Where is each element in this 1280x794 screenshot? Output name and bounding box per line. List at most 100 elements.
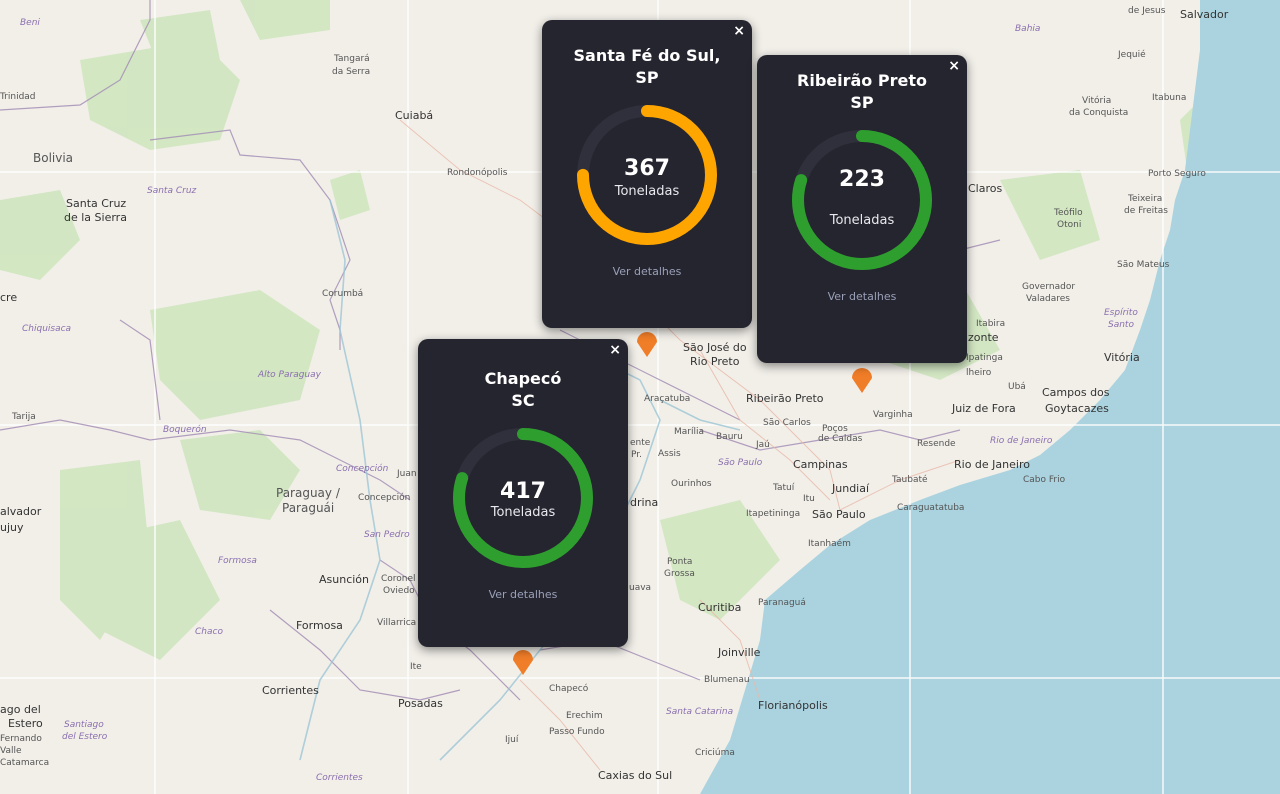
place-label: Itapetininga — [746, 509, 800, 519]
popup-chapeco: × Chapecó SC 417 Toneladas Ver detalhes — [418, 339, 628, 647]
place-label: São Mateus — [1117, 260, 1170, 270]
place-label: Resende — [917, 439, 956, 449]
place-label: Blumenau — [704, 675, 750, 685]
popup-unit: Toneladas — [614, 184, 680, 199]
popup-unit: Toneladas — [829, 213, 895, 228]
place-label: Estero — [8, 717, 43, 730]
place-label: Catamarca — [0, 758, 49, 768]
place-label: Rio Preto — [690, 355, 740, 368]
place-label: Grossa — [664, 569, 695, 579]
place-label: de Caldas — [818, 434, 863, 444]
place-label: lheiro — [966, 368, 992, 378]
popup-state: SP — [850, 93, 874, 112]
place-label: Villarrica — [377, 618, 416, 628]
place-label: Santiago — [64, 720, 104, 730]
place-label: Paranaguá — [758, 598, 806, 608]
place-label: Criciúma — [695, 748, 735, 758]
place-label: Concepción — [336, 463, 389, 474]
place-label: Tarija — [11, 412, 36, 422]
place-label: Ribeirão Preto — [746, 392, 824, 405]
place-label: alvador — [0, 505, 42, 518]
popup-title: Santa Fé do Sul, SP — [542, 45, 752, 89]
place-label: Poços — [822, 424, 848, 434]
place-label: Trinidad — [0, 92, 36, 102]
details-link[interactable]: Ver detalhes — [827, 290, 897, 303]
place-label: Corrientes — [316, 773, 363, 783]
place-label: Bauru — [716, 432, 743, 442]
place-label: del Estero — [62, 732, 108, 742]
popup-title: Chapecó SC — [418, 368, 628, 412]
place-label: Beni — [20, 18, 40, 28]
place-label: Claros — [968, 182, 1002, 195]
place-label: Corumbá — [322, 289, 363, 299]
progress-ring: 223 Toneladas — [792, 130, 932, 270]
place-label: Juiz de Fora — [951, 402, 1016, 415]
ring-progress — [577, 105, 717, 245]
place-label: Paraguái — [282, 501, 334, 515]
place-label: Itu — [803, 494, 815, 504]
map-marker-ribeirao-preto[interactable] — [849, 360, 875, 394]
place-label: Valadares — [1026, 294, 1070, 304]
place-label: San Pedro — [364, 530, 410, 540]
place-label: Oviedo — [383, 586, 415, 596]
ocean — [700, 0, 1280, 794]
place-label: Bahia — [1015, 24, 1040, 34]
place-label: Jequié — [1117, 49, 1146, 60]
close-icon[interactable]: × — [733, 23, 745, 39]
place-label: Taubaté — [891, 474, 928, 485]
place-label: Curitiba — [698, 601, 741, 614]
place-label: da Serra — [332, 67, 370, 77]
place-label: Ite — [410, 662, 422, 672]
details-link[interactable]: Ver detalhes — [488, 588, 558, 601]
popup-value: 223 — [839, 167, 885, 192]
place-label: Tatuí — [772, 483, 795, 493]
details-link[interactable]: Ver detalhes — [612, 265, 682, 278]
place-label: São Paulo — [812, 508, 866, 521]
popup-value: 367 — [624, 156, 670, 181]
place-label: Teófilo — [1053, 207, 1083, 218]
popup-value: 417 — [500, 479, 546, 504]
place-label: Boquerón — [163, 424, 207, 435]
place-label: de Freitas — [1124, 206, 1168, 216]
place-label: Jundiaí — [831, 482, 870, 495]
place-label: Corrientes — [262, 684, 319, 697]
popup-city: Ribeirão Preto — [797, 71, 927, 90]
place-label: Campinas — [793, 458, 848, 471]
place-label: Otoni — [1057, 220, 1081, 230]
place-label: Itabira — [976, 319, 1005, 329]
place-label: Santa Cruz — [66, 197, 126, 210]
place-label: Bolivia — [33, 151, 73, 165]
place-label: Rio de Janeiro — [954, 458, 1030, 471]
map-marker-chapeco[interactable] — [510, 642, 536, 676]
place-label: Rondonópolis — [447, 167, 508, 178]
place-label: Valle — [0, 746, 22, 756]
place-label: ente — [630, 438, 651, 448]
popup-state: SC — [511, 391, 535, 410]
ring-progress — [792, 130, 932, 270]
place-label: Cabo Frio — [1023, 475, 1066, 485]
place-label: de la Sierra — [64, 211, 127, 224]
place-label: Ubá — [1008, 382, 1026, 392]
place-label: Tangará — [333, 54, 370, 64]
popup-santa-fe-do-sul: × Santa Fé do Sul, SP 367 Toneladas Ver … — [542, 20, 752, 328]
place-label: ujuy — [0, 521, 24, 534]
place-label: Ijuí — [505, 735, 519, 745]
place-label: Vitória — [1082, 95, 1111, 106]
map-marker-santa-fe-do-sul[interactable] — [634, 324, 660, 358]
place-label: Marília — [674, 427, 704, 437]
progress-ring: 417 Toneladas — [453, 428, 593, 568]
place-label: Porto Seguro — [1148, 169, 1206, 179]
close-icon[interactable]: × — [609, 342, 621, 358]
place-label: Santa Cruz — [147, 186, 197, 196]
place-label: Paraguay / — [276, 486, 341, 500]
place-label: ago del — [0, 703, 41, 716]
place-label: Passo Fundo — [549, 727, 605, 737]
place-label: Chaco — [195, 627, 223, 637]
place-label: Pr. — [631, 450, 642, 460]
place-label: São Carlos — [763, 418, 811, 428]
place-label: São José do — [683, 341, 747, 354]
popup-city: Chapecó — [484, 369, 562, 388]
close-icon[interactable]: × — [948, 58, 960, 74]
place-label: Concepción — [358, 492, 410, 503]
